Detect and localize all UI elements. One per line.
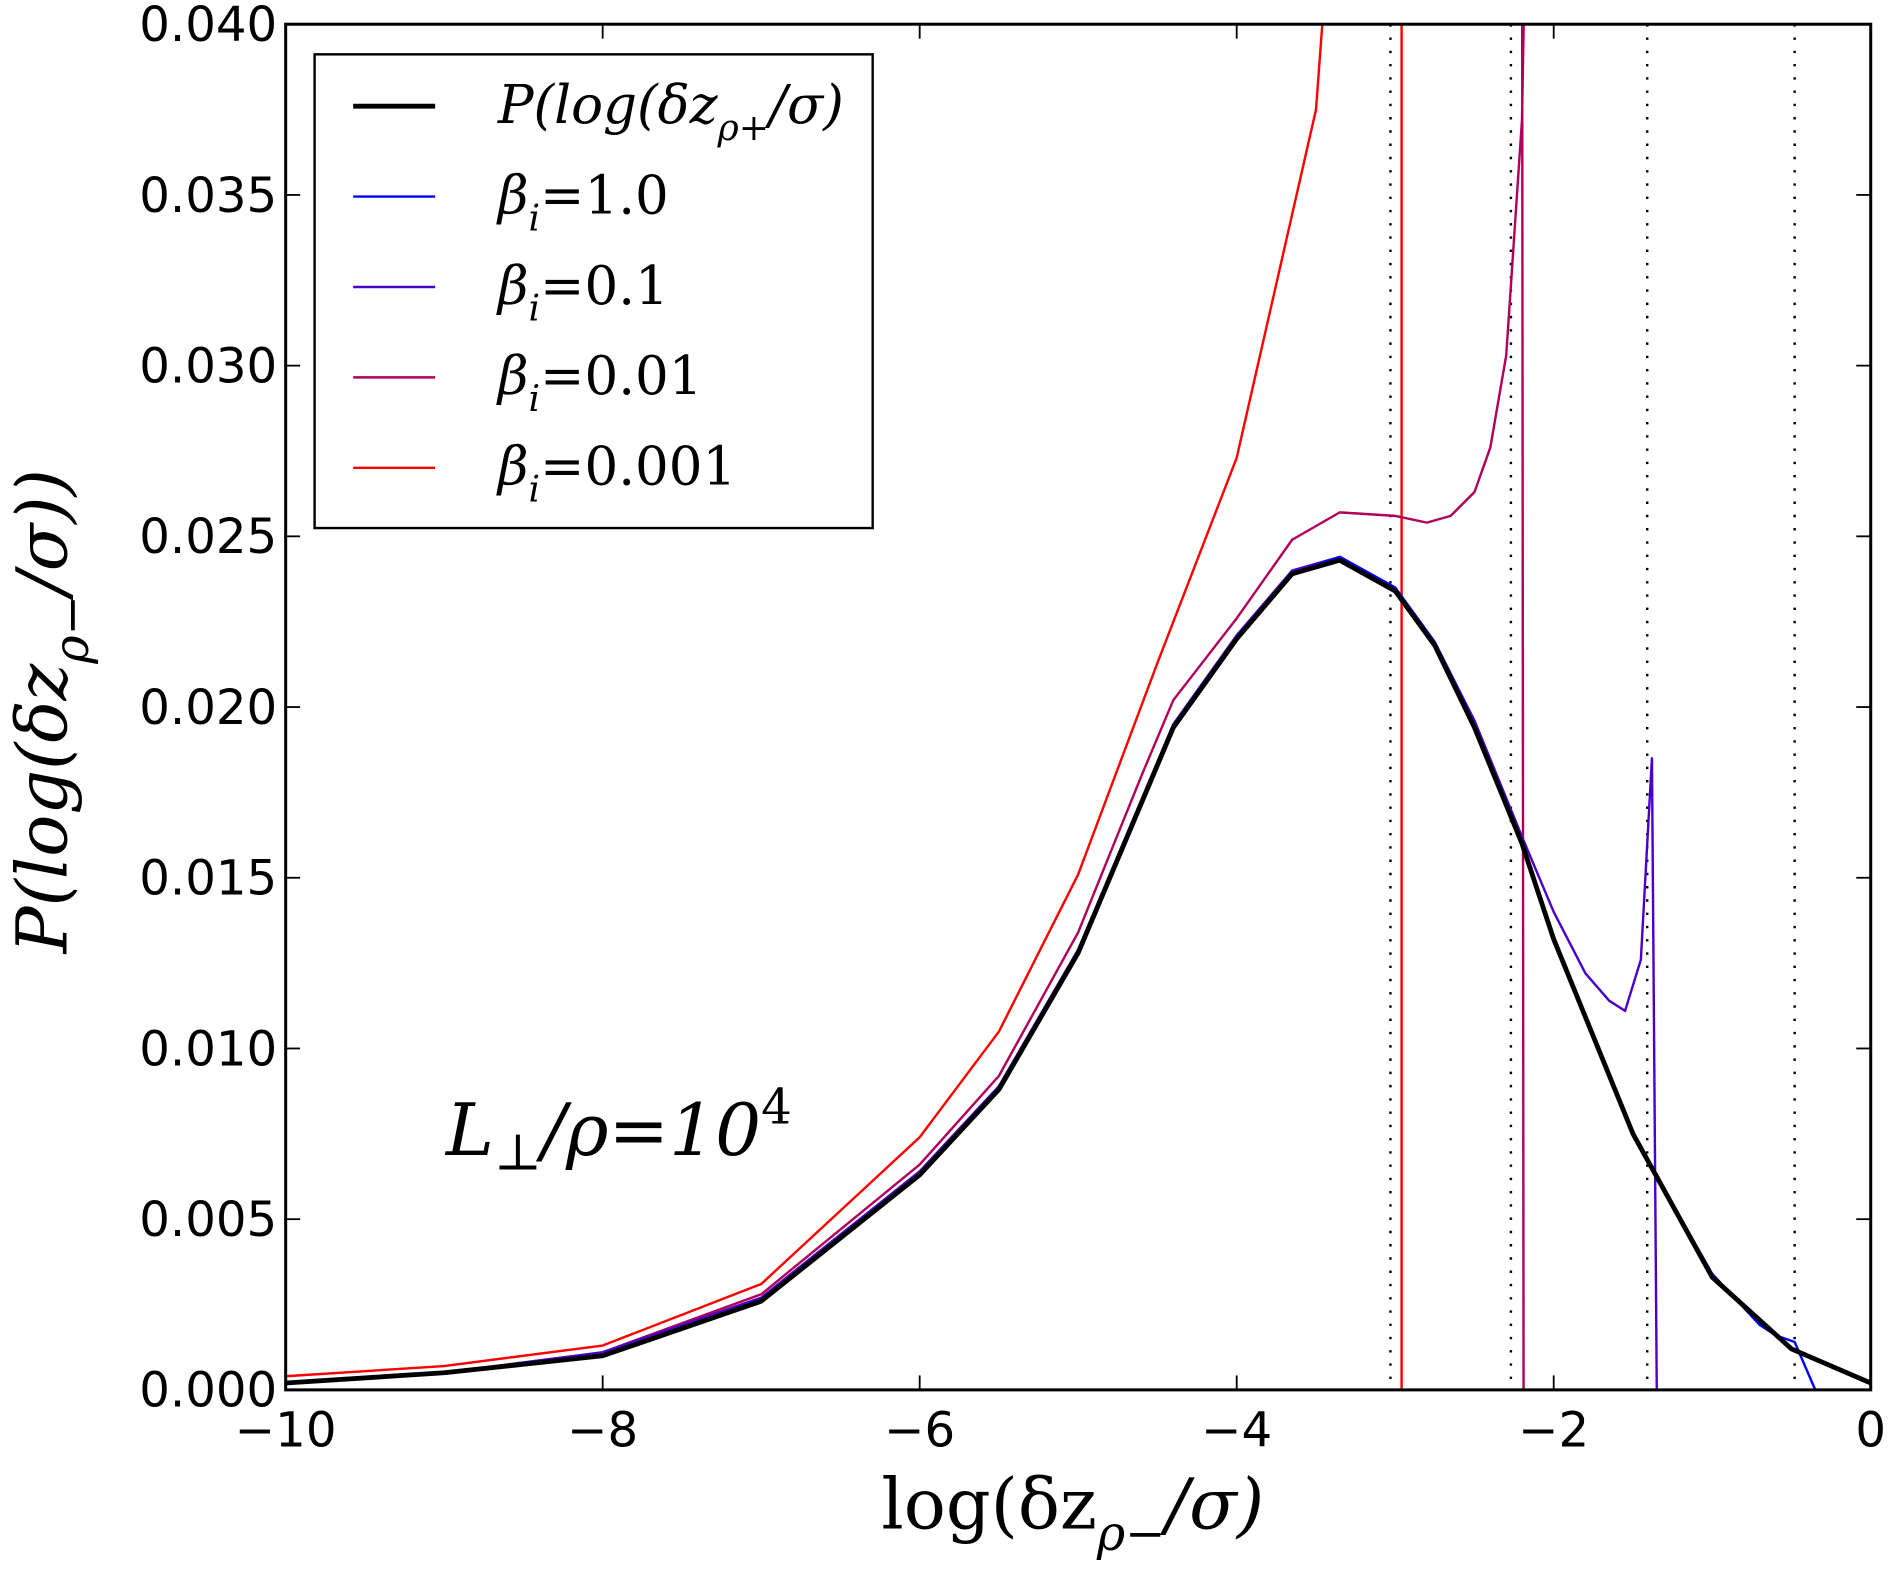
y-tick-label: 0.015 [139,851,277,907]
series-line [285,557,1871,1386]
y-axis-label: P(log(δzρ−/σ)) [2,469,100,955]
legend-box [313,53,874,530]
x-tick-label: −2 [1518,1403,1589,1459]
y-tick-label: 0.000 [139,1363,277,1419]
y-tick-label: 0.010 [139,1021,277,1077]
x-tick-label: 0 [1855,1403,1886,1459]
legend-item: βi=0.001 [353,436,736,511]
axis-ticks: −10 −8 −6 −4 −2 0 0.000 0.005 0.010 0.015 0.020 0.0… [139,0,1886,1459]
x-tick-label: −4 [1201,1403,1272,1459]
legend-label: βi=0.01 [496,345,703,420]
y-tick-label: 0.030 [139,339,277,395]
y-tick-label: 0.020 [139,680,277,736]
legend: P(log(δzρ+/σ) βi=1.0 βi=0.1 βi=0.01 βi=0.001 [313,53,874,530]
series-line [285,24,1525,1390]
legend-label: βi=0.001 [496,436,736,511]
legend-item: βi=1.0 [353,164,669,239]
legend-item: βi=0.1 [353,255,669,330]
y-tick-label: 0.025 [139,509,277,565]
x-tick-label: −6 [884,1403,955,1459]
legend-item: P(log(δzρ+/σ) [353,74,844,149]
legend-label: βi=1.0 [496,164,669,239]
legend-label: P(log(δzρ+/σ) [497,74,844,149]
y-tick-label: 0.040 [139,0,277,53]
series-line [285,24,1403,1390]
x-tick-label: −8 [567,1403,638,1459]
x-axis-label: log(δzρ−/σ) [881,1465,1264,1563]
annotation-label: L⊥/ρ=104 [444,1080,792,1182]
legend-item: βi=0.01 [353,345,703,420]
reference-lines [1389,24,1796,1390]
legend-label: βi=0.1 [496,255,669,330]
y-tick-label: 0.005 [139,1192,277,1248]
series-group [285,24,1871,1390]
y-tick-label: 0.035 [139,168,277,224]
x-tick-label: −10 [235,1403,337,1459]
